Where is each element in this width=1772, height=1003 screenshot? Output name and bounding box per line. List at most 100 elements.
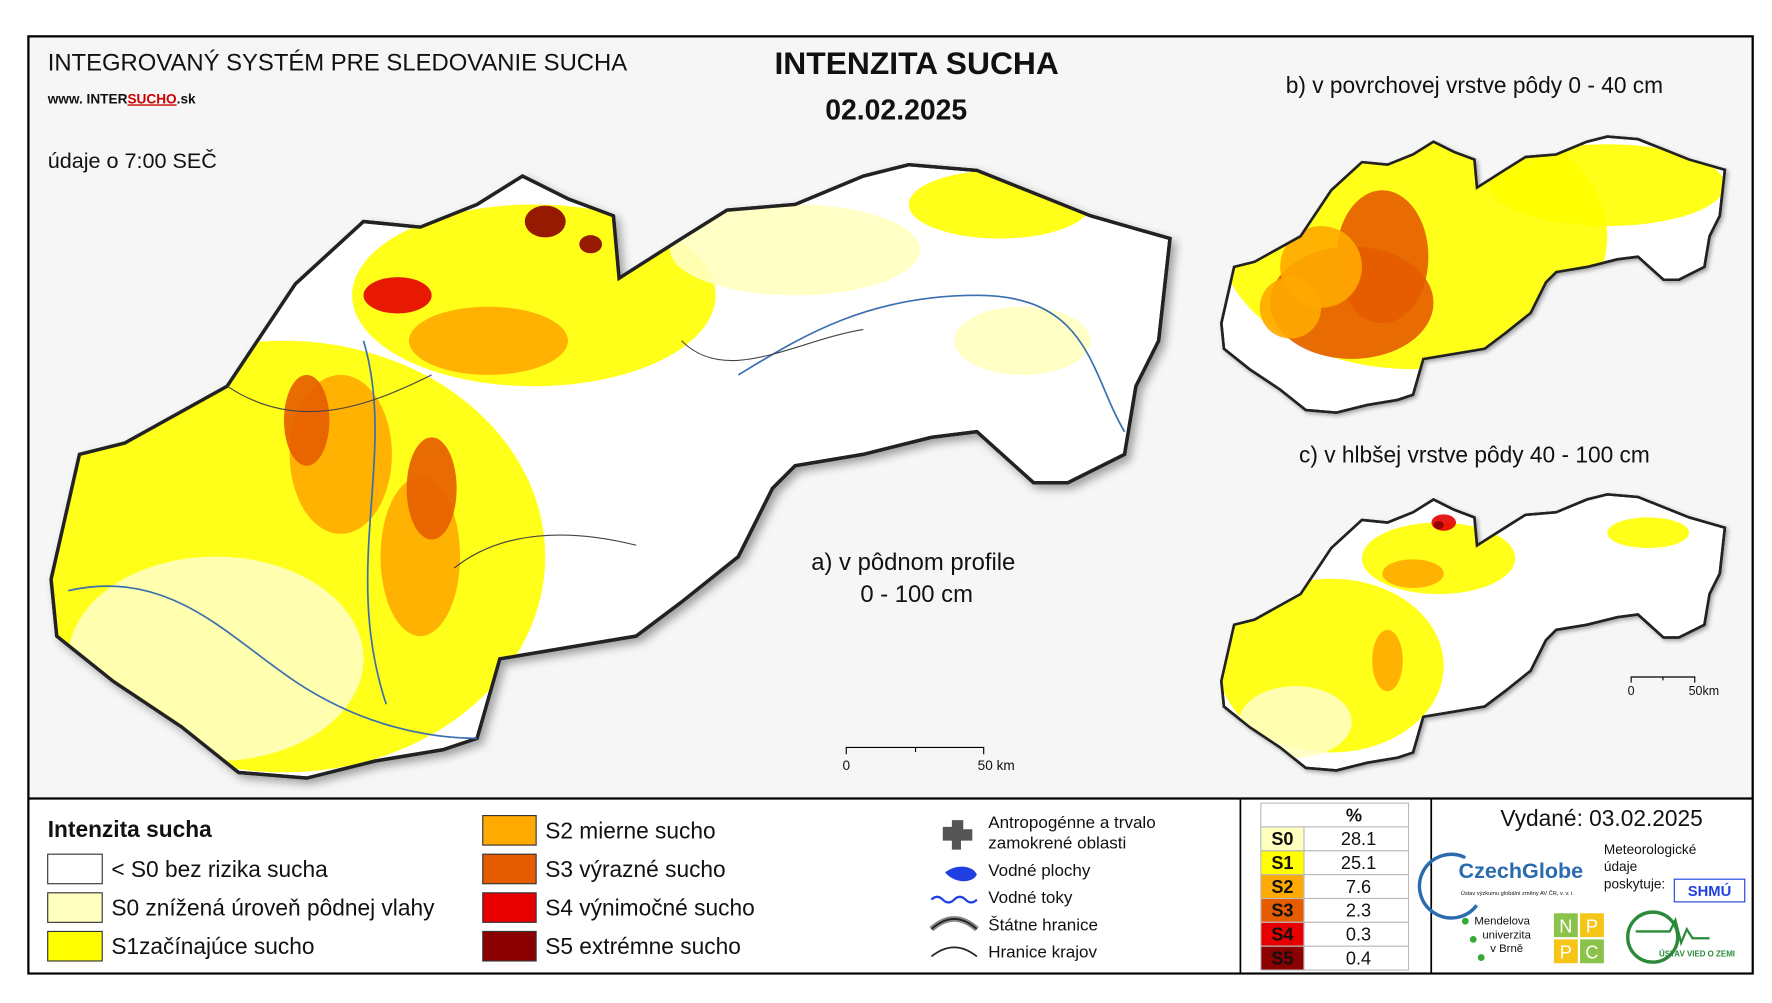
logo-cell [1580, 939, 1604, 964]
symbol-label: zamokrené oblasti [988, 834, 1126, 853]
logo-letter: C [1585, 943, 1598, 963]
website: www. INTERSUCHO.sk [47, 91, 196, 106]
symbol-label: Antropogénne a trvalo [988, 813, 1155, 832]
legend-label: S2 mierne sucho [545, 817, 715, 843]
drought-patch [670, 204, 921, 296]
stats-table: % S0 28.1 S1 25.1 S2 7.6 S3 2.3 S4 0.3 S5 0.4 [1260, 802, 1410, 971]
drought-patch [363, 277, 432, 314]
class-label: S2 [1271, 877, 1293, 897]
legend-swatch [47, 930, 103, 962]
logo-uvz [1626, 910, 1680, 964]
drought-patch [579, 235, 603, 254]
logo-dot [1461, 917, 1469, 925]
scale-bar [845, 746, 985, 755]
symbol-icon [930, 946, 978, 958]
legend: < S0 bez rizika sucha S0 znížená úroveň p… [47, 815, 755, 962]
legend-swatch [482, 930, 537, 962]
logo-arc [1417, 852, 1479, 920]
region-border [226, 328, 864, 569]
title: INTENZITA SUCHA [774, 45, 1058, 81]
logo-meteo: poskytuje: [1604, 876, 1665, 891]
table-header-label: % [1346, 805, 1362, 825]
legend-title: Intenzita sucha [48, 816, 212, 842]
logo-meteo: Meteorologické [1604, 842, 1696, 857]
scale-label: 0 [1628, 684, 1635, 698]
drought-patch [1336, 190, 1429, 324]
logo-czechglobe-sub: Ústav výzkumu globální změny AV ČR, v. v… [1461, 890, 1575, 897]
scale-label: 50 km [978, 758, 1015, 773]
legend-swatch [482, 815, 537, 846]
map-c [1220, 493, 1727, 772]
value-cell [1303, 945, 1410, 971]
symbol-icon [942, 820, 973, 850]
logo-mendel: univerzita [1482, 929, 1531, 941]
logo-uvz [1635, 916, 1710, 947]
percent-value: 7.6 [1346, 877, 1371, 897]
map-label: b) v povrchovej vrstve pôdy 0 - 40 cm [1286, 72, 1663, 98]
logo-letter: P [1586, 917, 1598, 937]
legend-label: S4 výnimočné sucho [545, 895, 754, 921]
logo-mendel: v Brně [1490, 943, 1523, 955]
logo-uvz-text: ÚSTAV VIED O ZEMI [1659, 949, 1735, 958]
logo-mendel: Mendelova [1474, 916, 1530, 928]
drought-patch [1489, 144, 1725, 227]
map-label: c) v hlbšej vrstve pôdy 40 - 100 cm [1299, 441, 1650, 467]
symbol-label: Vodné plochy [988, 861, 1091, 880]
table-header [1260, 802, 1410, 828]
class-label: S5 [1271, 948, 1293, 968]
website-part: .sk [177, 91, 196, 106]
legend-swatch [482, 853, 537, 885]
class-label: S0 [1271, 829, 1293, 849]
drought-patch [954, 306, 1091, 375]
date: 02.02.2025 [825, 94, 967, 126]
symbol-label: Štátne hranice [988, 915, 1098, 934]
symbol-list: Antropogénne a trvalo zamokrené oblasti Vo… [988, 813, 1155, 961]
legend-swatch [482, 892, 537, 923]
legend-swatch [47, 892, 103, 923]
issued-date: Vydané: 03.02.2025 [1500, 805, 1702, 831]
logo-dot [1469, 935, 1477, 943]
symbol-icon [945, 866, 977, 882]
system-name: INTEGROVANÝ SYSTÉM PRE SLEDOVANIE SUCHA [48, 49, 628, 76]
legend-swatch [47, 853, 103, 885]
logo-cell [1580, 913, 1604, 938]
legend-label: S1začínajúce sucho [111, 933, 314, 959]
drought-patch [406, 437, 457, 540]
logo-dot [1477, 954, 1485, 961]
logo-cell [1553, 913, 1578, 938]
website-part: SUCHO [127, 91, 177, 106]
drought-patch [1372, 629, 1403, 692]
drought-patch [524, 205, 566, 238]
percent-value: 0.3 [1346, 925, 1371, 945]
class-label: S3 [1271, 901, 1293, 921]
time-note: údaje o 7:00 SEČ [48, 148, 217, 173]
class-label: S1 [1271, 853, 1293, 873]
drought-patch [1607, 517, 1690, 549]
drought-patch [408, 306, 568, 375]
symbol-label: Hranice krajov [988, 943, 1097, 962]
percent-value: 2.3 [1346, 901, 1371, 921]
legend-label: S0 znížená úroveň pôdnej vlahy [111, 895, 435, 921]
legend-label: S5 extrémne sucho [545, 933, 741, 959]
logo-shmu: SHMÚ [1688, 882, 1731, 900]
scale-label: 50km [1689, 684, 1720, 698]
drought-patch [1382, 559, 1444, 588]
website-part: www. INTER [47, 91, 128, 106]
legend-panel [29, 799, 1752, 973]
map-label: a) v pôdnom profile [811, 549, 1015, 576]
percent-value: 25.1 [1341, 853, 1376, 873]
drought-patch [283, 374, 330, 466]
logo-meteo: údaje [1604, 859, 1637, 874]
symbol-icon [930, 895, 978, 904]
logo-letter: P [1560, 943, 1572, 963]
logo-czechglobe: CzechGlobe [1458, 858, 1583, 883]
river [67, 294, 1126, 740]
map-sublabel: 0 - 100 cm [860, 581, 973, 608]
logo-nppc: N PP C [1553, 913, 1604, 964]
drought-patch [1259, 277, 1322, 339]
legend-label: S3 výrazné sucho [545, 856, 725, 882]
scale-bar [1630, 676, 1696, 683]
percent-value: 28.1 [1341, 829, 1376, 849]
